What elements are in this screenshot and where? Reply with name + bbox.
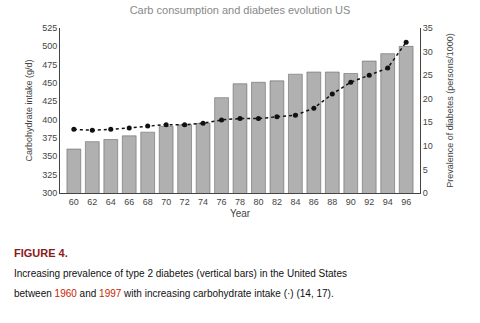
svg-text:325: 325 <box>42 170 57 180</box>
svg-text:Year: Year <box>230 208 251 219</box>
svg-text:96: 96 <box>401 197 411 207</box>
svg-text:30: 30 <box>423 47 433 57</box>
svg-text:FIGURE 4.: FIGURE 4. <box>14 247 68 259</box>
svg-text:90: 90 <box>346 197 356 207</box>
svg-text:5: 5 <box>423 165 428 175</box>
svg-text:88: 88 <box>327 197 337 207</box>
svg-text:Prevalence of diabetes (person: Prevalence of diabetes (persons/1000) <box>445 33 455 188</box>
svg-text:500: 500 <box>42 41 57 51</box>
svg-text:20: 20 <box>423 94 433 104</box>
svg-text:475: 475 <box>42 60 57 70</box>
svg-text:35: 35 <box>423 23 433 33</box>
svg-text:72: 72 <box>180 197 190 207</box>
svg-text:525: 525 <box>42 23 57 33</box>
svg-text:Carbohydrate intake (g/d): Carbohydrate intake (g/d) <box>24 59 34 161</box>
svg-text:74: 74 <box>198 197 208 207</box>
svg-text:92: 92 <box>364 197 374 207</box>
svg-text:60: 60 <box>69 197 79 207</box>
svg-text:Increasing prevalence of type: Increasing prevalence of type 2 diabetes… <box>14 268 347 279</box>
svg-text:66: 66 <box>124 197 134 207</box>
svg-text:0: 0 <box>423 188 428 198</box>
svg-text:78: 78 <box>235 197 245 207</box>
svg-text:82: 82 <box>272 197 282 207</box>
svg-text:10: 10 <box>423 141 433 151</box>
svg-text:425: 425 <box>42 96 57 106</box>
svg-text:64: 64 <box>106 197 116 207</box>
svg-text:68: 68 <box>143 197 153 207</box>
svg-text:84: 84 <box>290 197 300 207</box>
svg-text:80: 80 <box>253 197 263 207</box>
svg-text:76: 76 <box>217 197 227 207</box>
svg-text:86: 86 <box>309 197 319 207</box>
svg-text:between 1960 and 1997 with inc: between 1960 and 1997 with increasing ca… <box>14 288 334 299</box>
svg-text:450: 450 <box>42 78 57 88</box>
svg-text:300: 300 <box>42 188 57 198</box>
svg-text:350: 350 <box>42 151 57 161</box>
svg-text:400: 400 <box>42 115 57 125</box>
svg-text:Carb consumption and diabetes: Carb consumption and diabetes evolution … <box>130 4 351 16</box>
svg-text:15: 15 <box>423 117 433 127</box>
svg-text:94: 94 <box>383 197 393 207</box>
svg-text:70: 70 <box>161 197 171 207</box>
svg-text:375: 375 <box>42 133 57 143</box>
svg-text:25: 25 <box>423 70 433 80</box>
svg-text:62: 62 <box>87 197 97 207</box>
